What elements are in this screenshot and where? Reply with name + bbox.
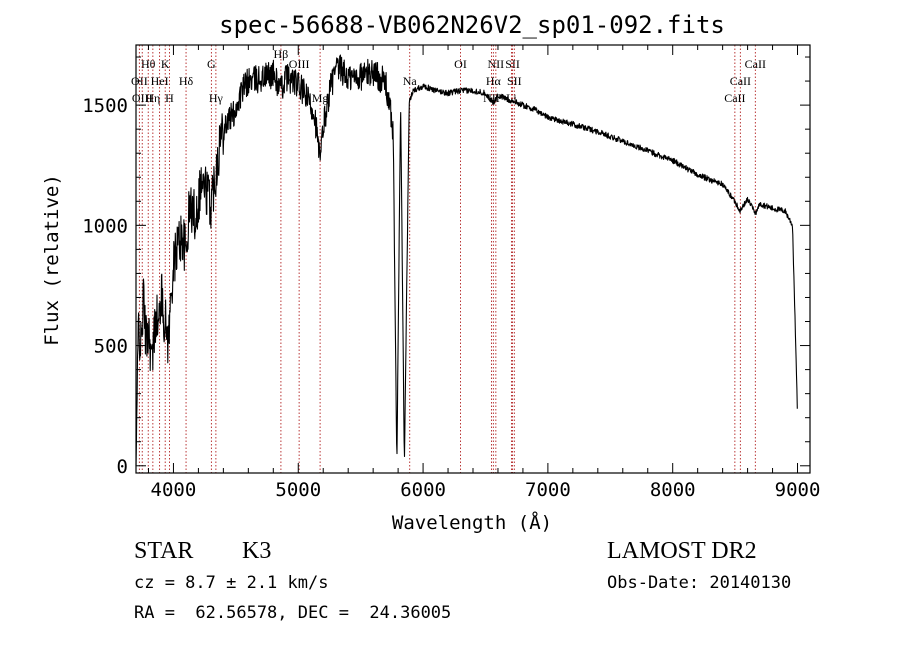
line-marker-label: K — [161, 57, 170, 71]
line-marker-label: H — [165, 91, 174, 105]
y-tick-label: 1000 — [82, 215, 128, 237]
x-tick-label: 5000 — [275, 479, 321, 501]
y-tick-label: 500 — [94, 336, 128, 358]
chart-title: spec-56688-VB062N26V2_sp01-092.fits — [219, 11, 725, 39]
coordinates: RA = 62.56578, DEC = 24.36005 — [134, 603, 452, 623]
line-marker-label: OIII — [289, 57, 310, 71]
line-marker-label: CaII — [724, 91, 745, 105]
spectrum-line — [135, 54, 798, 466]
survey-label: LAMOST DR2 — [607, 538, 757, 564]
line-marker-label: OIII — [132, 91, 153, 105]
line-marker-label: Hη — [145, 91, 160, 105]
line-marker-label: Mg — [312, 91, 329, 105]
line-marker-label: CaII — [730, 74, 751, 88]
redshift-velocity: cz = 8.7 ± 2.1 km/s — [134, 573, 329, 593]
line-marker-label: Na — [403, 74, 418, 88]
x-tick-label: 9000 — [775, 479, 821, 501]
x-axis-label: Wavelength (Å) — [392, 511, 552, 534]
line-marker-label: Hα — [486, 74, 502, 88]
x-tick-label: 4000 — [151, 479, 197, 501]
axes: 4000 5000 6000 7000 8000 9000 0 500 1000 1500 — [82, 45, 820, 501]
line-marker-label: NII — [488, 57, 505, 71]
line-marker-label: CaII — [745, 57, 766, 71]
object-class: STAR — [134, 538, 194, 564]
x-tick-label: 6000 — [400, 479, 446, 501]
y-tick-label: 1500 — [82, 95, 128, 117]
x-tick-label: 7000 — [525, 479, 571, 501]
line-marker-label: Hθ — [141, 57, 156, 71]
y-tick-label: 0 — [117, 456, 128, 478]
x-tick-label: 8000 — [650, 479, 696, 501]
line-marker-label: Hδ — [179, 74, 194, 88]
line-marker-label: OI — [454, 57, 467, 71]
line-marker-label: Hγ — [209, 91, 224, 105]
line-marker-label: G — [207, 57, 216, 71]
line-marker-label: SII — [507, 74, 522, 88]
y-axis-label: Flux (relative) — [41, 174, 63, 346]
line-marker-label: Hβ — [274, 47, 289, 61]
line-marker-label: Li — [506, 91, 517, 105]
line-marker-label: HeI — [151, 74, 169, 88]
object-subclass: K3 — [242, 538, 272, 564]
observation-date: Obs-Date: 20140130 — [607, 573, 792, 593]
line-marker-label: SII — [505, 57, 520, 71]
